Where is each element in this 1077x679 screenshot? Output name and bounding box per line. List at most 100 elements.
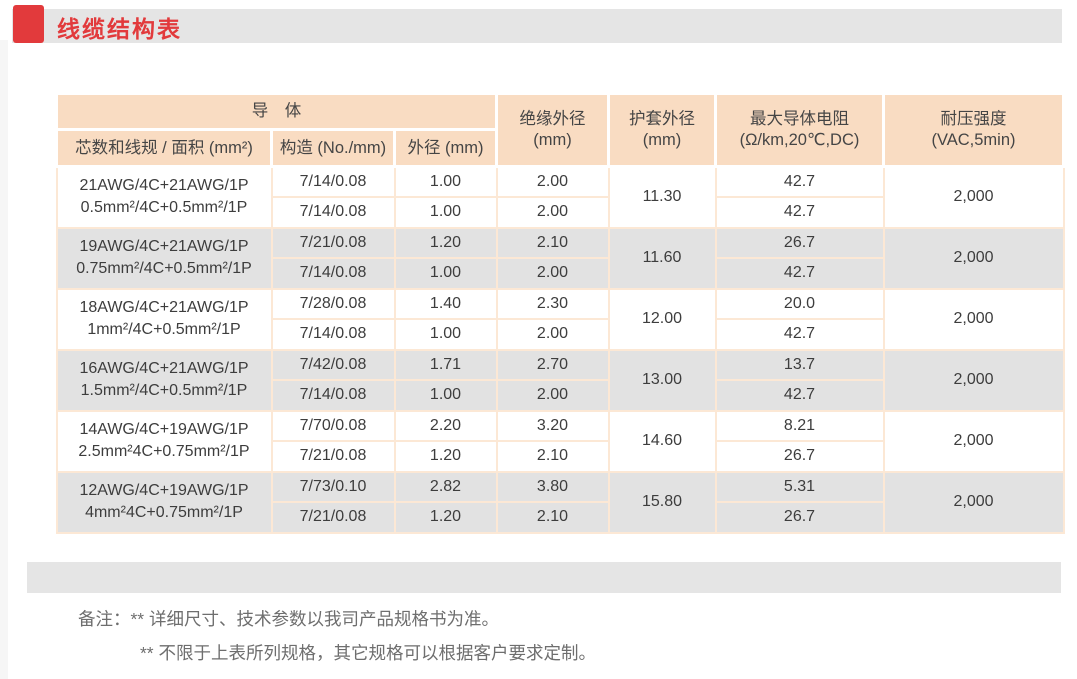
cell-voltage: 2,000	[882, 409, 1065, 473]
cell-sheath-od: 13.00	[607, 348, 717, 412]
header-insulation-od: 绝缘外径 (mm)	[495, 92, 610, 168]
cell-resistance: 42.7	[714, 318, 885, 351]
table-row: 14AWG/4C+19AWG/1P 2.5mm²4C+0.75mm²/1P 7/7…	[55, 409, 1065, 473]
cell-construction: 7/21/0.08	[270, 501, 396, 534]
cell-insulation-od: 2.00	[495, 196, 610, 229]
table-row: 19AWG/4C+21AWG/1P 0.75mm²/4C+0.5mm²/1P 7/…	[55, 226, 1065, 290]
header-withstand-voltage: 耐压强度 (VAC,5min)	[882, 92, 1065, 168]
cell-insulation-od: 2.00	[495, 165, 610, 198]
cell-sheath-od: 11.30	[607, 165, 717, 229]
cell-outer-diameter: 1.00	[393, 196, 498, 229]
cell-resistance: 26.7	[714, 440, 885, 473]
cell-core-spec: 19AWG/4C+21AWG/1P 0.75mm²/4C+0.5mm²/1P	[55, 226, 273, 290]
cell-outer-diameter: 1.00	[393, 165, 498, 198]
notes: 备注：** 详细尺寸、技术参数以我司产品规格书为准。 ** 不限于上表所列规格，…	[78, 602, 596, 670]
header-core-spec: 芯数和线规 / 面积 (mm²)	[55, 128, 273, 168]
cell-resistance: 13.7	[714, 348, 885, 381]
cell-resistance: 5.31	[714, 470, 885, 503]
cell-resistance: 42.7	[714, 379, 885, 412]
cell-outer-diameter: 1.00	[393, 257, 498, 290]
table-row: 12AWG/4C+19AWG/1P 4mm²4C+0.75mm²/1P 7/73/…	[55, 470, 1065, 534]
cell-core-spec: 16AWG/4C+21AWG/1P 1.5mm²/4C+0.5mm²/1P	[55, 348, 273, 412]
cell-outer-diameter: 1.20	[393, 226, 498, 259]
cell-construction: 7/14/0.08	[270, 196, 396, 229]
cell-outer-diameter: 1.20	[393, 501, 498, 534]
cell-resistance: 8.21	[714, 409, 885, 442]
header-max-resistance: 最大导体电阻 (Ω/km,20℃,DC)	[714, 92, 885, 168]
cell-outer-diameter: 1.00	[393, 379, 498, 412]
table-row: 7/14/0.08 1.00 2.00 42.7	[57, 379, 1064, 412]
cell-construction: 7/21/0.08	[270, 226, 396, 259]
cell-outer-diameter: 1.71	[393, 348, 498, 381]
cell-insulation-od: 2.30	[495, 287, 610, 320]
cell-core-spec: 18AWG/4C+21AWG/1P 1mm²/4C+0.5mm²/1P	[55, 287, 273, 351]
cell-construction: 7/14/0.08	[270, 165, 396, 198]
cell-insulation-od: 2.70	[495, 348, 610, 381]
spec-table-header: 导 体 绝缘外径 (mm) 护套外径 (mm) 最大导体电阻 (Ω/km,20℃…	[55, 92, 1065, 168]
cell-resistance: 26.7	[714, 501, 885, 534]
cell-resistance: 42.7	[714, 257, 885, 290]
cell-core-spec: 14AWG/4C+19AWG/1P 2.5mm²4C+0.75mm²/1P	[55, 409, 273, 473]
cell-sheath-od: 15.80	[607, 470, 717, 534]
page-edge-shading	[0, 40, 8, 679]
cell-sheath-od: 12.00	[607, 287, 717, 351]
cell-insulation-od: 2.10	[495, 501, 610, 534]
row-group: 14AWG/4C+19AWG/1P 2.5mm²4C+0.75mm²/1P 7/7…	[55, 409, 1065, 473]
cell-resistance: 42.7	[714, 165, 885, 198]
row-group: 21AWG/4C+21AWG/1P 0.5mm²/4C+0.5mm²/1P 7/1…	[55, 165, 1065, 229]
cell-construction: 7/14/0.08	[270, 379, 396, 412]
row-group: 16AWG/4C+21AWG/1P 1.5mm²/4C+0.5mm²/1P 7/4…	[55, 348, 1065, 412]
cell-construction: 7/73/0.10	[270, 470, 396, 503]
cell-outer-diameter: 2.20	[393, 409, 498, 442]
cell-insulation-od: 2.10	[495, 440, 610, 473]
cell-resistance: 20.0	[714, 287, 885, 320]
table-row: 16AWG/4C+21AWG/1P 1.5mm²/4C+0.5mm²/1P 7/4…	[55, 348, 1065, 412]
table-row: 7/21/0.08 1.20 2.10 26.7	[57, 501, 1064, 534]
cell-resistance: 26.7	[714, 226, 885, 259]
row-group: 12AWG/4C+19AWG/1P 4mm²4C+0.75mm²/1P 7/73/…	[55, 470, 1065, 534]
table-row: 21AWG/4C+21AWG/1P 0.5mm²/4C+0.5mm²/1P 7/1…	[55, 165, 1065, 229]
cell-voltage: 2,000	[882, 165, 1065, 229]
title-accent-square-icon	[13, 5, 44, 43]
header-row-2: 芯数和线规 / 面积 (mm²) 构造 (No./mm) 外径 (mm)	[55, 128, 1064, 168]
header-row-1: 导 体 绝缘外径 (mm) 护套外径 (mm) 最大导体电阻 (Ω/km,20℃…	[55, 92, 1065, 168]
cell-resistance: 42.7	[714, 196, 885, 229]
table-row: 18AWG/4C+21AWG/1P 1mm²/4C+0.5mm²/1P 7/28/…	[55, 287, 1065, 351]
table-row: 7/21/0.08 1.20 2.10 26.7	[57, 440, 1064, 473]
cell-construction: 7/14/0.08	[270, 318, 396, 351]
cell-insulation-od: 2.00	[495, 318, 610, 351]
spec-table: 导 体 绝缘外径 (mm) 护套外径 (mm) 最大导体电阻 (Ω/km,20℃…	[55, 92, 1065, 534]
cell-insulation-od: 2.10	[495, 226, 610, 259]
cell-construction: 7/21/0.08	[270, 440, 396, 473]
note-line-1: 备注：** 详细尺寸、技术参数以我司产品规格书为准。	[78, 609, 499, 629]
cell-outer-diameter: 2.82	[393, 470, 498, 503]
cell-voltage: 2,000	[882, 348, 1065, 412]
header-construction: 构造 (No./mm)	[270, 128, 396, 168]
row-group: 18AWG/4C+21AWG/1P 1mm²/4C+0.5mm²/1P 7/28/…	[55, 287, 1065, 351]
cell-voltage: 2,000	[882, 226, 1065, 290]
cell-outer-diameter: 1.20	[393, 440, 498, 473]
header-outer-diameter: 外径 (mm)	[393, 128, 498, 168]
cell-construction: 7/14/0.08	[270, 257, 396, 290]
cell-construction: 7/42/0.08	[270, 348, 396, 381]
cell-voltage: 2,000	[882, 287, 1065, 351]
header-sheath-od: 护套外径 (mm)	[607, 92, 717, 168]
cell-core-spec: 12AWG/4C+19AWG/1P 4mm²4C+0.75mm²/1P	[55, 470, 273, 534]
note-line-2: ** 不限于上表所列规格，其它规格可以根据客户要求定制。	[140, 643, 596, 663]
cell-voltage: 2,000	[882, 470, 1065, 534]
cell-insulation-od: 3.20	[495, 409, 610, 442]
page-title: 线缆结构表	[57, 16, 182, 42]
cell-insulation-od: 2.00	[495, 257, 610, 290]
cell-sheath-od: 14.60	[607, 409, 717, 473]
cell-insulation-od: 2.00	[495, 379, 610, 412]
cell-construction: 7/28/0.08	[270, 287, 396, 320]
cell-outer-diameter: 1.40	[393, 287, 498, 320]
cell-sheath-od: 11.60	[607, 226, 717, 290]
title-bar	[12, 9, 1062, 43]
cell-insulation-od: 3.80	[495, 470, 610, 503]
bottom-divider-bar	[27, 562, 1061, 593]
cell-core-spec: 21AWG/4C+21AWG/1P 0.5mm²/4C+0.5mm²/1P	[55, 165, 273, 229]
cell-construction: 7/70/0.08	[270, 409, 396, 442]
table-row: 7/14/0.08 1.00 2.00 42.7	[57, 318, 1064, 351]
cell-outer-diameter: 1.00	[393, 318, 498, 351]
